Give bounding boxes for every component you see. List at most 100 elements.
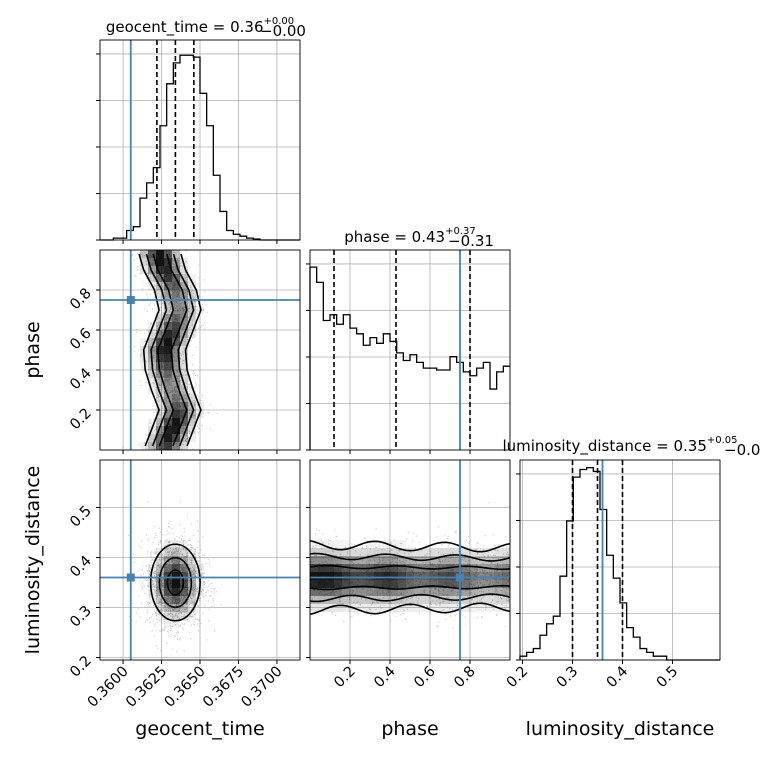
sample-point — [159, 565, 161, 568]
density-cell — [172, 620, 180, 628]
sample-point — [190, 339, 192, 342]
density-cell — [470, 572, 478, 580]
sample-point — [171, 560, 173, 563]
sample-point — [175, 442, 178, 445]
sample-point — [188, 430, 191, 433]
sample-point — [180, 596, 183, 598]
sample-point — [194, 570, 196, 573]
sample-point — [167, 554, 170, 556]
sample-point — [148, 344, 150, 346]
sample-point — [158, 317, 161, 320]
density-cell — [180, 386, 188, 394]
sample-point — [156, 293, 159, 295]
sample-point — [183, 597, 185, 599]
density-cell — [374, 556, 382, 564]
sample-point — [182, 567, 185, 569]
sample-point — [159, 619, 161, 622]
density-cell — [148, 274, 156, 282]
density-cell — [398, 580, 406, 588]
sample-point — [197, 530, 199, 532]
sample-point — [190, 546, 193, 548]
sample-point — [162, 312, 165, 314]
sample-point — [181, 546, 183, 549]
sample-point — [175, 551, 178, 553]
density-cell — [382, 580, 390, 588]
sample-point — [182, 598, 185, 601]
density-cell — [188, 556, 196, 564]
sample-point — [151, 349, 154, 352]
sample-point — [441, 560, 444, 562]
sample-point — [480, 582, 482, 584]
sample-point — [185, 332, 188, 334]
density-cell — [172, 402, 180, 410]
sample-point — [168, 541, 170, 544]
sample-point — [174, 561, 176, 564]
sample-point — [177, 610, 179, 613]
sample-point — [203, 606, 206, 608]
sample-point — [176, 551, 179, 553]
density-cell — [358, 556, 366, 564]
density-cell — [156, 556, 164, 564]
sample-point — [170, 603, 172, 605]
sample-point — [193, 582, 196, 584]
sample-point — [158, 432, 161, 434]
sample-point — [188, 611, 190, 613]
sample-point — [204, 586, 206, 589]
sample-point — [196, 574, 199, 576]
sample-point — [163, 557, 166, 560]
truth-marker — [126, 296, 135, 304]
sample-point — [180, 304, 182, 306]
sample-point — [177, 546, 179, 549]
sample-point — [145, 329, 148, 332]
sample-point — [398, 602, 401, 605]
sample-point — [166, 416, 169, 418]
sample-point — [137, 608, 140, 610]
tick-label: 0.3650 — [162, 664, 209, 711]
sample-point — [169, 635, 172, 638]
density-cell — [188, 418, 196, 426]
sample-point — [160, 583, 163, 586]
sample-point — [173, 251, 175, 254]
sample-point — [495, 614, 498, 617]
sample-point — [139, 253, 142, 255]
density-cell — [366, 580, 374, 588]
sample-point — [178, 380, 181, 382]
sample-point — [188, 603, 190, 606]
density-cell — [494, 588, 502, 596]
sample-point — [466, 563, 469, 566]
sample-point — [192, 334, 195, 336]
sample-point — [153, 438, 155, 441]
sample-point — [464, 553, 467, 555]
sample-point — [348, 596, 350, 599]
sample-point — [161, 285, 164, 288]
density-cell — [438, 572, 446, 580]
density-cell — [180, 612, 188, 620]
density-cell — [164, 540, 172, 548]
sample-point — [205, 304, 207, 306]
sample-point — [170, 596, 173, 599]
sample-point — [178, 375, 180, 377]
sample-point — [178, 305, 181, 307]
sample-point — [196, 546, 198, 549]
sample-point — [410, 551, 412, 554]
sample-point — [161, 601, 163, 603]
sample-point — [430, 550, 432, 553]
sample-point — [372, 594, 374, 596]
sample-point — [203, 583, 205, 586]
density-cell — [188, 572, 196, 580]
sample-point — [394, 611, 396, 613]
density-cell — [148, 442, 156, 450]
sample-point — [151, 581, 154, 583]
sample-point — [153, 598, 156, 600]
sample-point — [176, 310, 179, 312]
sample-point — [185, 315, 188, 318]
sample-point — [321, 561, 324, 564]
sample-point — [378, 559, 381, 561]
sample-point — [167, 551, 169, 553]
sample-point — [418, 564, 420, 567]
sample-point — [319, 556, 321, 559]
density-cell — [188, 426, 196, 434]
sample-point — [156, 289, 158, 291]
sample-point — [150, 550, 153, 553]
sample-point — [136, 611, 138, 614]
